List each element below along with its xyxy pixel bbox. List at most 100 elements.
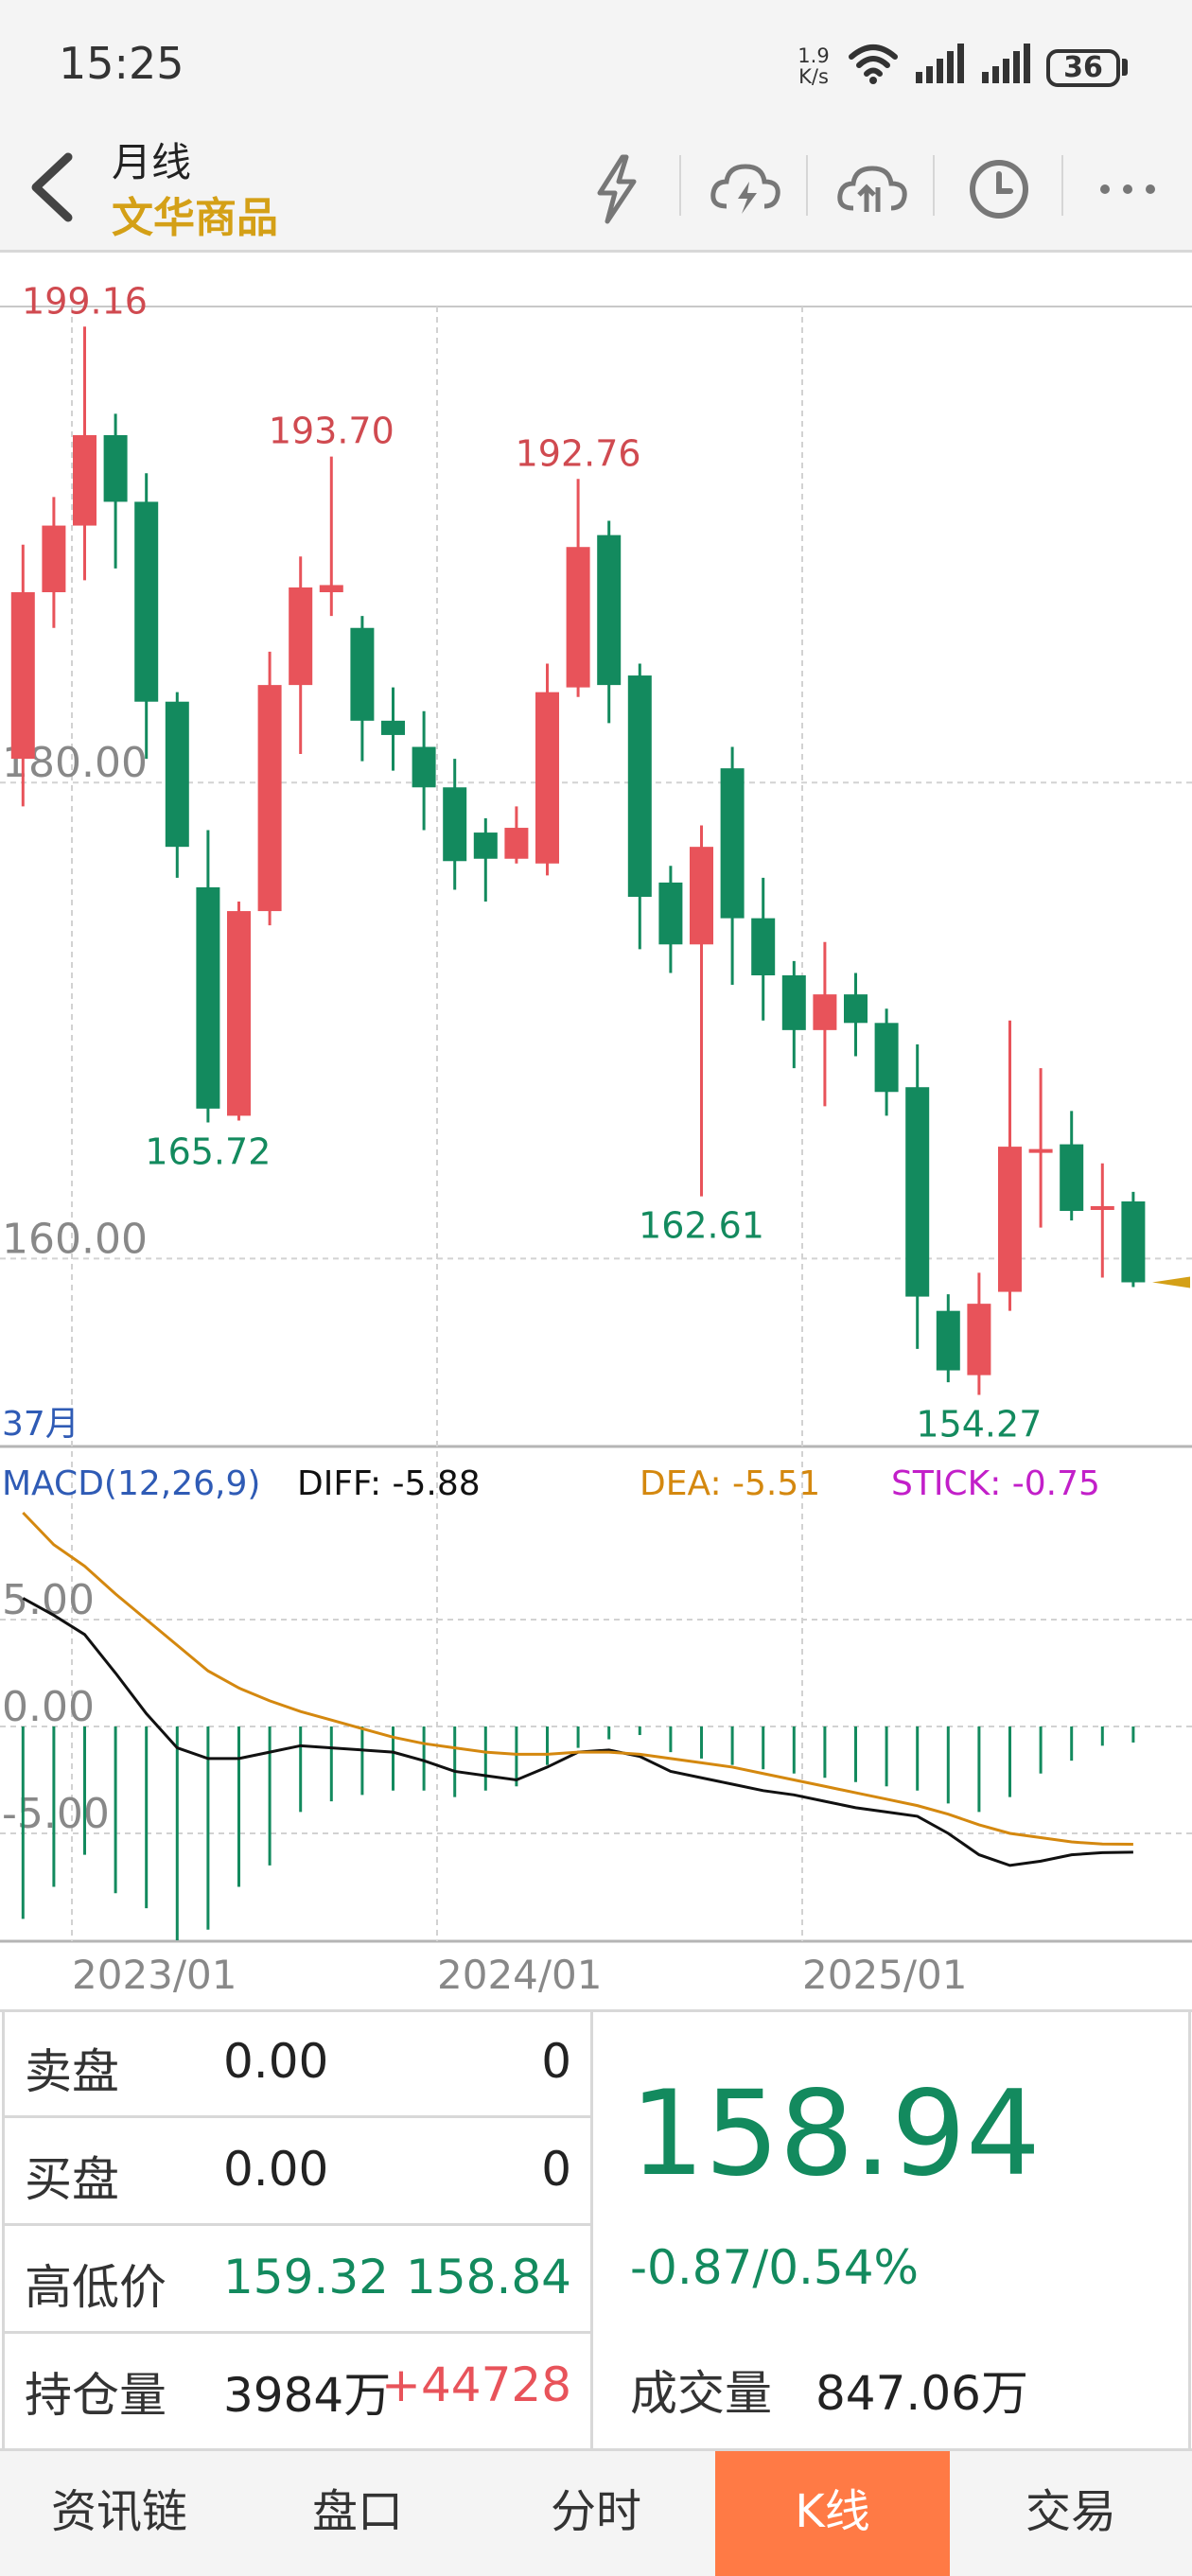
more-icon[interactable] (1090, 151, 1166, 227)
low-annotation: 162.61 (639, 1205, 764, 1247)
candle-body (196, 886, 220, 1109)
toolbar-divider (679, 155, 681, 216)
candle-body (720, 768, 745, 919)
candle-body (1090, 1206, 1114, 1210)
candle-body (319, 585, 343, 593)
high-annotation: 199.16 (22, 280, 148, 322)
kline-chart[interactable]: 180.00160.00199.16193.70192.76165.72162.… (0, 250, 1192, 2009)
lightning-icon[interactable] (579, 151, 655, 227)
ask-row: 卖盘 0.00 0 (4, 2009, 590, 2118)
network-speed: 1.9 K/s (791, 45, 836, 87)
network-speed-value: 1.9 (798, 44, 830, 67)
ask-volume: 0 (541, 2034, 571, 2089)
tab-news-chain[interactable]: 资讯链 (50, 2485, 187, 2538)
candle-body (751, 918, 776, 975)
date-axis-label: 2024/01 (437, 1952, 602, 1998)
high-price: 159.32 (223, 2250, 389, 2304)
high-annotation: 192.76 (516, 432, 641, 474)
macd-legend-item: DEA: -5.51 (640, 1464, 820, 1503)
panel-border (2, 2009, 5, 2448)
page-title: 文华商品 (112, 194, 278, 242)
signal-icon-2 (982, 44, 1030, 83)
candle-body (443, 787, 467, 862)
candle-body (165, 701, 189, 848)
title-bar: 月线 文华商品 (0, 123, 1192, 253)
candle-body (350, 627, 375, 721)
macd-tick-label: 0.00 (2, 1683, 95, 1731)
candle-body (289, 587, 313, 686)
panel-border (0, 2009, 1192, 2012)
page-subtitle-period: 月线 (112, 139, 192, 185)
open-interest-label: 持仓量 (25, 2368, 167, 2423)
clock-icon[interactable] (961, 151, 1037, 227)
candle-body (381, 720, 405, 735)
candle-body (257, 685, 282, 912)
candle-body (597, 534, 622, 686)
current-price-marker (1152, 1276, 1190, 1288)
bottom-tab-bar: 资讯链 盘口 分时 K线 交易 (0, 2448, 1192, 2576)
candle-body (73, 434, 96, 526)
candle-body (813, 994, 837, 1030)
candle-body (566, 547, 590, 688)
open-interest-change: +44728 (381, 2357, 571, 2412)
candle-body (874, 1023, 899, 1093)
bid-volume: 0 (541, 2142, 571, 2197)
candle-body (103, 434, 128, 502)
low-price: 158.84 (406, 2250, 571, 2304)
candle-body (1060, 1144, 1084, 1212)
high-low-row: 高低价 159.32 158.84 (4, 2225, 590, 2334)
last-price: 158.94 (630, 2066, 1041, 2202)
candle-body (473, 832, 498, 859)
candle-body (690, 847, 713, 945)
candle-body (936, 1310, 960, 1371)
macd-legend-item: STICK: -0.75 (891, 1464, 1100, 1503)
candle-body (998, 1147, 1022, 1292)
signal-icon (916, 44, 964, 83)
low-annotation: 154.27 (916, 1403, 1042, 1445)
candle-body (504, 828, 529, 859)
high-low-label: 高低价 (25, 2260, 167, 2315)
tab-trade[interactable]: 交易 (1025, 2485, 1116, 2538)
candle-body (227, 911, 251, 1116)
date-axis-label: 2025/01 (802, 1952, 967, 1998)
back-icon[interactable] (19, 149, 85, 225)
price-change: -0.87/0.54% (630, 2240, 920, 2295)
candle-body (10, 592, 35, 760)
cloud-upload-icon[interactable] (834, 151, 910, 227)
candle-body (844, 994, 868, 1024)
ask-price: 0.00 (223, 2034, 329, 2089)
status-bar: 15:25 1.9 K/s 36 (0, 0, 1192, 123)
candle-body (1028, 1148, 1053, 1153)
candle-body (134, 501, 159, 702)
bid-label: 买盘 (25, 2152, 119, 2207)
candle-body (627, 675, 652, 897)
open-interest-value: 3984万 (223, 2368, 392, 2423)
dea-line (22, 1511, 1133, 1847)
candle-body (781, 975, 806, 1030)
tab-order-book[interactable]: 盘口 (311, 2485, 403, 2538)
volume-value: 847.06万 (815, 2366, 1028, 2421)
battery-tip (1122, 59, 1128, 76)
date-axis-label: 2023/01 (72, 1952, 237, 1998)
network-speed-unit: K/s (798, 65, 829, 88)
tab-kline[interactable]: K线 (715, 2451, 950, 2576)
wifi-icon (849, 44, 898, 84)
candle-body (967, 1304, 991, 1376)
bar-count-label: 37月 (2, 1405, 79, 1444)
candle-body (535, 692, 559, 864)
macd-tick-label: 5.00 (2, 1576, 95, 1624)
tab-intraday[interactable]: 分时 (550, 2485, 641, 2538)
high-annotation: 193.70 (269, 411, 394, 452)
open-interest-row: 持仓量 3984万 +44728 (4, 2333, 590, 2439)
macd-tick-label: -5.00 (2, 1790, 110, 1838)
toolbar-divider (933, 155, 935, 216)
macd-legend-item: DIFF: -5.88 (297, 1464, 481, 1503)
kline-chart-area[interactable]: 180.00 160.00 199.16 193.70 192.76 165.72 162.… (0, 250, 1192, 2009)
battery-icon: 36 (1046, 49, 1120, 87)
candle-body (42, 525, 66, 593)
ask-label: 卖盘 (25, 2044, 119, 2099)
cloud-lightning-icon[interactable] (708, 151, 783, 227)
candle-body (905, 1087, 930, 1297)
toolbar-divider (806, 155, 808, 216)
quote-panel: 卖盘 0.00 0 买盘 0.00 0 高低价 159.32 158.84 持仓… (0, 2009, 1192, 2448)
